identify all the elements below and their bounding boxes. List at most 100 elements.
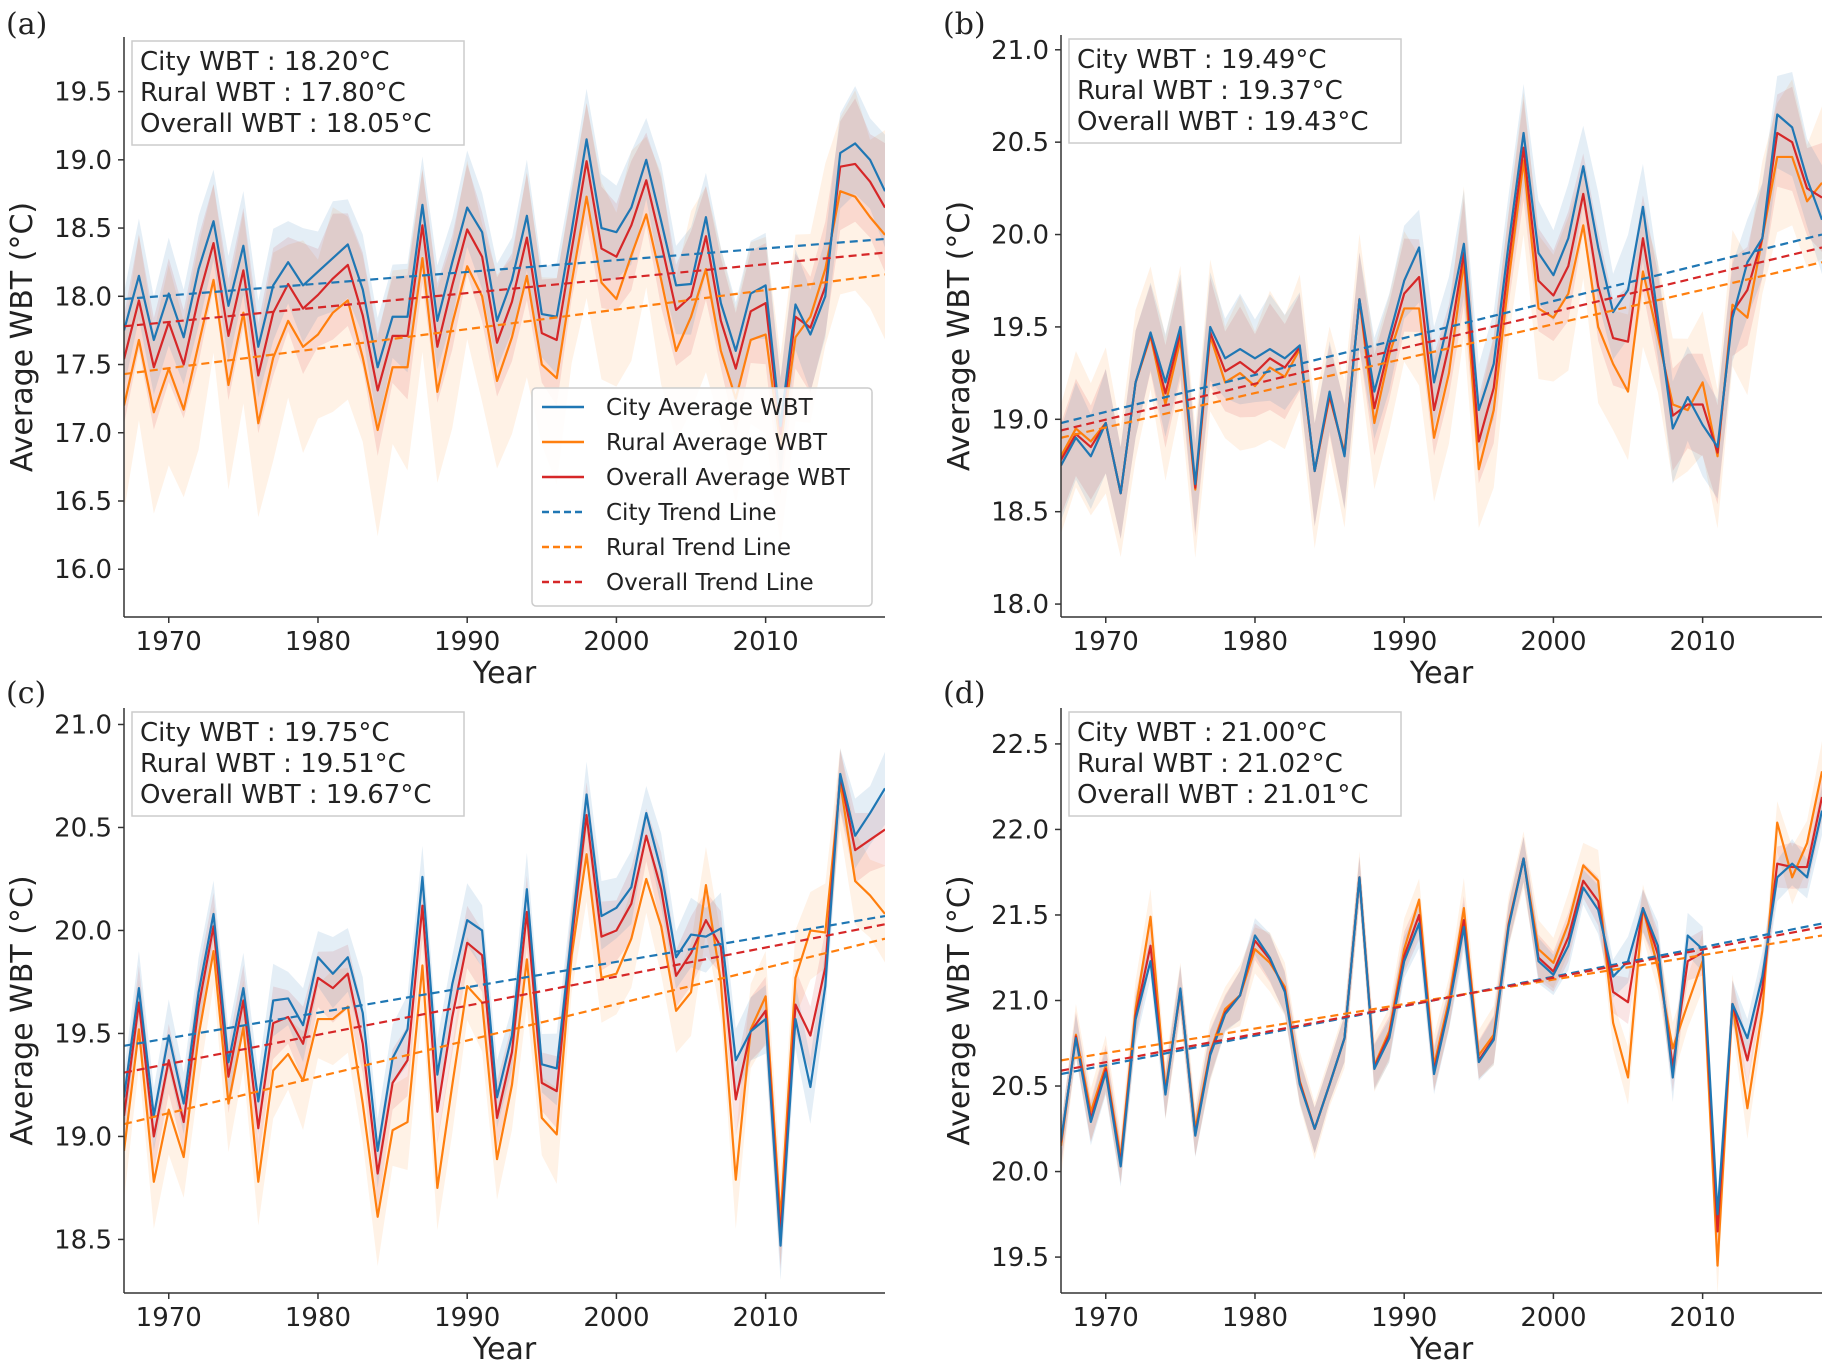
stats-box-frame [131,40,465,146]
x-tick-label: 1970 [136,1303,202,1333]
city-trend-line [124,914,885,1047]
rural-confidence-band [1061,740,1822,1293]
y-tick-label: 20.5 [54,813,112,843]
legend-item-rural-solid: Rural Average WBT [542,430,828,456]
y-tick-label: 19.5 [991,1243,1049,1273]
x-tick-label: 2010 [733,627,799,657]
stats-line: City WBT : 18.20°C [140,47,390,77]
panel-label: (c) [6,676,46,711]
y-axis-title: Average WBT (°C) [5,875,40,1145]
legend-item-overall-solid: Overall Average WBT [542,465,851,491]
stats-line: Rural WBT : 19.51°C [140,749,406,779]
x-tick-label: 1970 [1073,1303,1139,1333]
panel-label: (a) [6,7,47,42]
legend-label: City Trend Line [606,500,777,526]
y-tick-label: 19.5 [54,78,112,108]
stats-line: Overall WBT : 18.05°C [140,109,431,139]
panel-label: (b) [943,7,986,42]
city-confidence-band [1061,71,1822,539]
y-tick-label: 20.0 [54,916,112,946]
x-tick-label: 1970 [1073,627,1139,657]
legend-label: Rural Average WBT [606,430,828,456]
stats-line: Overall WBT : 21.01°C [1077,780,1368,810]
x-axis-title: Year [1409,656,1474,691]
stats-box-frame [1068,38,1402,144]
city-average-line [124,138,885,428]
overall-average-line [124,160,885,436]
legend-frame [531,387,873,607]
legend-label: Overall Trend Line [606,570,814,596]
rural-average-line [124,190,885,448]
legend-label: Rural Trend Line [606,535,791,561]
x-tick-label: 2000 [583,1303,649,1333]
y-tick-label: 19.0 [54,146,112,176]
rural-confidence-band [1061,79,1822,558]
x-tick-label: 1990 [1371,1303,1437,1333]
overall-average-line [124,774,885,1237]
stats-line: City WBT : 19.49°C [1077,45,1327,75]
overall-trend-line [124,251,885,328]
x-tick-label: 1980 [285,1303,351,1333]
x-axis-title: Year [1409,1332,1474,1367]
y-tick-label: 20.5 [991,128,1049,158]
y-tick-label: 18.5 [54,1225,112,1255]
x-tick-label: 2010 [733,1303,799,1333]
y-tick-label: 21.0 [991,987,1049,1017]
stats-line: Overall WBT : 19.67°C [140,780,431,810]
y-axis-title: Average WBT (°C) [942,875,977,1145]
y-tick-label: 20.0 [991,221,1049,251]
y-axis-title: Average WBT (°C) [5,202,40,472]
rural-confidence-band [124,747,885,1267]
x-tick-label: 1990 [1371,627,1437,657]
rural-trend-line [124,937,885,1126]
x-axis-title: Year [472,1332,537,1367]
y-tick-label: 20.5 [991,1072,1049,1102]
y-tick-label: 18.0 [991,590,1049,620]
legend-item-city-solid: City Average WBT [542,395,814,421]
x-tick-label: 1970 [136,627,202,657]
city-confidence-band [124,86,885,480]
x-tick-label: 2010 [1670,627,1736,657]
city-average-line [124,772,885,1247]
plot-area [124,747,885,1281]
plot-area [124,86,885,546]
overall-confidence-band [124,750,885,1270]
rural-trend-line [124,273,885,376]
legend-item-overall-dashed: Overall Trend Line [542,570,814,596]
y-tick-label: 18.5 [54,214,112,244]
city-confidence-band [124,748,885,1281]
y-tick-label: 16.5 [54,487,112,517]
city-trend-line [1061,233,1822,425]
y-tick-label: 19.5 [54,1019,112,1049]
y-tick-label: 19.5 [991,313,1049,343]
legend-label: Overall Average WBT [606,465,851,491]
y-tick-label: 18.5 [991,498,1049,528]
y-tick-label: 17.0 [54,419,112,449]
panel-d: 19.5 20.0 20.5 21.0 21.5 22.0 22.5 1970 1980 1990… [942,676,1822,1367]
city-trend-line [124,237,885,301]
overall-confidence-band [1061,86,1822,539]
legend-label: City Average WBT [606,395,814,421]
y-tick-label: 16.0 [54,555,112,585]
rural-confidence-band [124,90,885,546]
overall-confidence-band [124,98,885,496]
panel-c: 18.5 19.0 19.5 20.0 20.5 21.0 1970 1980 1990 2000… [5,676,885,1367]
plot-area [1061,71,1822,558]
stats-box-frame [131,711,465,817]
x-tick-label: 1980 [285,627,351,657]
y-tick-label: 22.5 [991,730,1049,760]
stats-line: Rural WBT : 17.80°C [140,78,406,108]
y-tick-label: 20.0 [991,1158,1049,1188]
x-tick-label: 1980 [1222,1303,1288,1333]
overall-trend-line [1061,246,1822,432]
rural-trend-line [1061,261,1822,439]
y-tick-label: 18.0 [54,282,112,312]
rural-average-line [124,781,885,1220]
panel-b: 18.0 18.5 19.0 19.5 20.0 20.5 21.0 1970 1980 1990… [942,7,1822,691]
legend-item-city-dashed: City Trend Line [542,500,777,526]
panel-a: 16.0 16.5 17.0 17.5 18.0 18.5 19.0 19.5 1970 1980… [5,7,885,691]
x-tick-label: 1990 [434,627,500,657]
